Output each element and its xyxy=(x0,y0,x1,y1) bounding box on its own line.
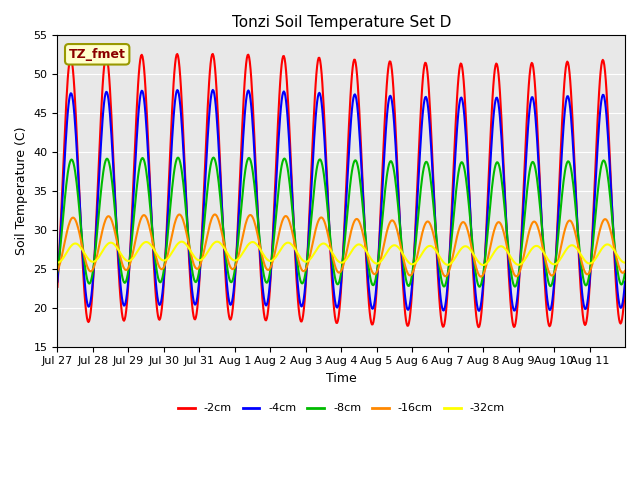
-16cm xyxy=(54,268,61,274)
-32cm xyxy=(225,253,233,259)
-2cm xyxy=(253,199,261,204)
-16cm xyxy=(433,245,440,251)
Line: -16cm: -16cm xyxy=(58,215,625,276)
-8cm xyxy=(401,267,408,273)
-2cm xyxy=(621,284,629,290)
-16cm xyxy=(275,232,282,238)
Line: -2cm: -2cm xyxy=(58,54,625,327)
-8cm xyxy=(476,284,483,289)
-4cm xyxy=(401,288,408,294)
-32cm xyxy=(120,255,128,261)
-2cm xyxy=(275,106,282,111)
-4cm xyxy=(275,135,282,141)
Title: Tonzi Soil Temperature Set D: Tonzi Soil Temperature Set D xyxy=(232,15,451,30)
-32cm xyxy=(401,254,408,260)
-2cm xyxy=(54,284,61,290)
-32cm xyxy=(621,260,629,265)
-16cm xyxy=(211,212,219,217)
-2cm xyxy=(209,51,217,57)
-4cm xyxy=(209,87,217,93)
-32cm xyxy=(253,242,261,248)
-2cm xyxy=(120,318,128,324)
-2cm xyxy=(433,242,440,248)
Text: TZ_fmet: TZ_fmet xyxy=(68,48,125,61)
-8cm xyxy=(120,279,128,285)
-16cm xyxy=(120,265,128,271)
-8cm xyxy=(275,185,282,191)
-8cm xyxy=(54,269,61,275)
-4cm xyxy=(433,236,440,242)
-2cm xyxy=(401,303,408,309)
-8cm xyxy=(621,269,629,275)
-4cm xyxy=(54,279,61,285)
-8cm xyxy=(225,275,233,281)
-16cm xyxy=(401,261,408,266)
-32cm xyxy=(479,262,487,268)
-2cm xyxy=(225,314,233,320)
-8cm xyxy=(210,155,218,160)
-16cm xyxy=(253,230,261,236)
-4cm xyxy=(253,201,261,206)
-8cm xyxy=(433,234,440,240)
-32cm xyxy=(433,248,440,254)
-32cm xyxy=(275,250,282,255)
Legend: -2cm, -4cm, -8cm, -16cm, -32cm: -2cm, -4cm, -8cm, -16cm, -32cm xyxy=(173,399,509,418)
-8cm xyxy=(253,211,261,216)
-16cm xyxy=(621,268,629,274)
Line: -32cm: -32cm xyxy=(58,241,625,265)
Y-axis label: Soil Temperature (C): Soil Temperature (C) xyxy=(15,127,28,255)
-16cm xyxy=(225,261,233,267)
-4cm xyxy=(621,279,629,285)
-4cm xyxy=(476,308,483,313)
X-axis label: Time: Time xyxy=(326,372,356,385)
-4cm xyxy=(225,298,233,304)
Line: -4cm: -4cm xyxy=(58,90,625,311)
-2cm xyxy=(475,324,483,330)
-16cm xyxy=(477,274,484,279)
-32cm xyxy=(54,260,61,265)
-32cm xyxy=(178,239,186,244)
-4cm xyxy=(120,303,128,309)
Line: -8cm: -8cm xyxy=(58,157,625,287)
